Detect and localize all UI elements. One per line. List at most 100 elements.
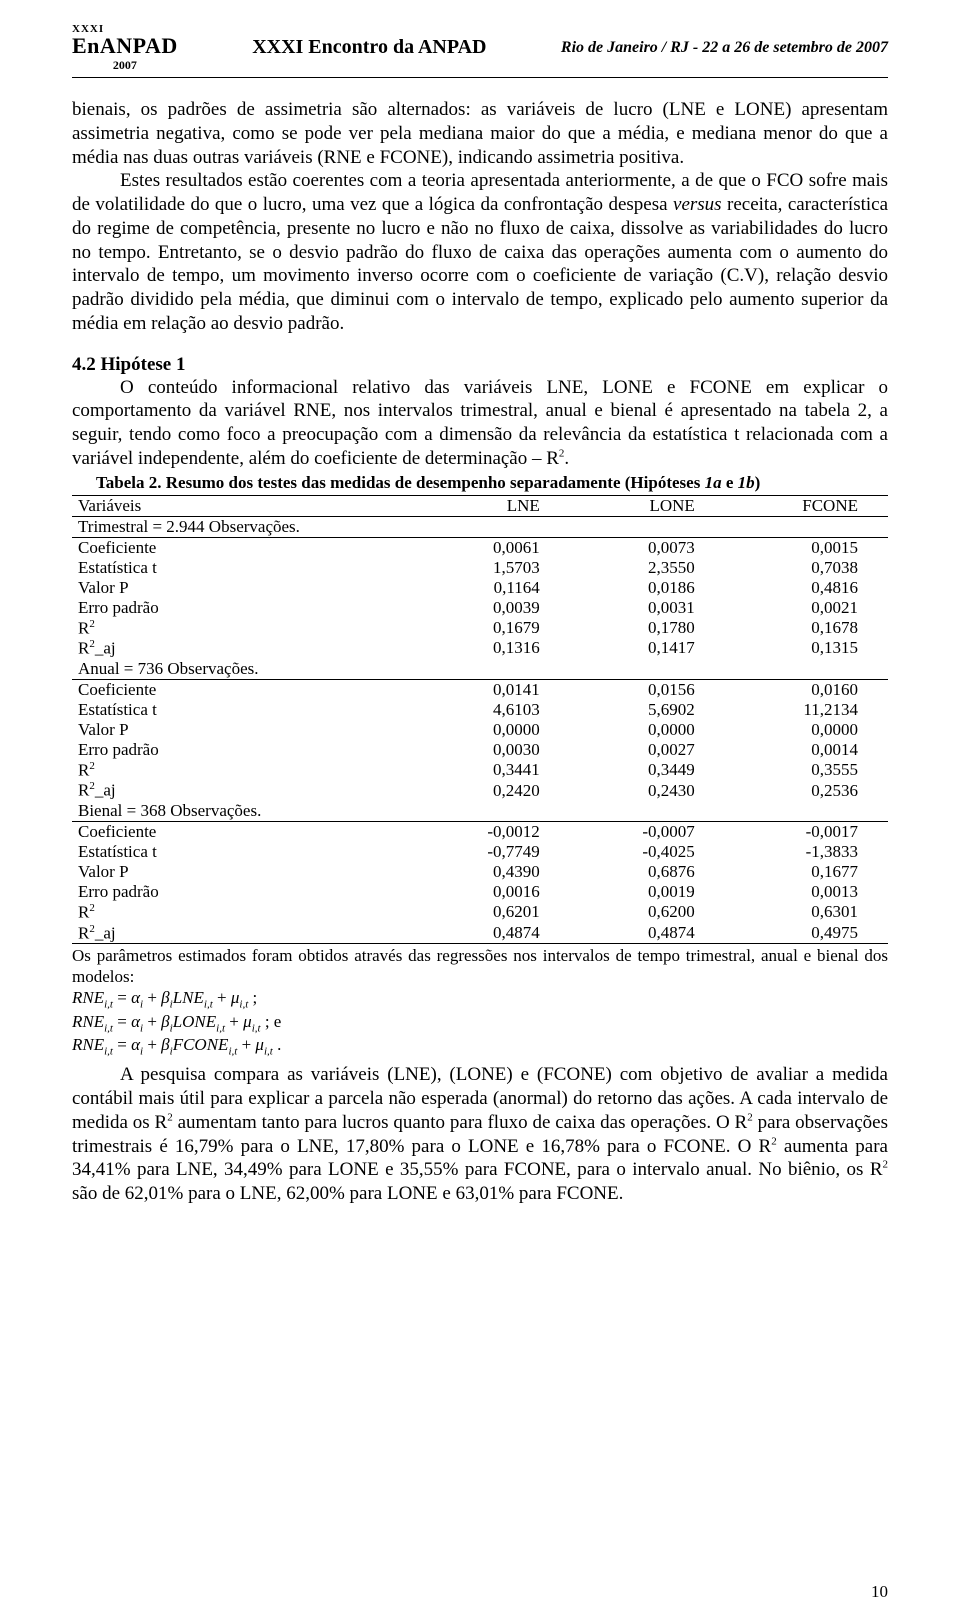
table-body: Trimestral = 2.944 Observações.Coeficien… [72, 516, 888, 944]
page-header: XXXI EnANPAD 2007 XXXI Encontro da ANPAD… [72, 24, 888, 78]
table-cell: 0,0031 [570, 598, 725, 618]
table-cell: 0,0186 [570, 578, 725, 598]
table-footnote: Os parâmetros estimados foram obtidos at… [72, 946, 888, 987]
table-row: R2_aj0,13160,14170,1315 [72, 638, 888, 659]
col-var: Variáveis [72, 495, 415, 516]
table-section-label: Trimestral = 2.944 Observações. [72, 516, 888, 537]
model-equation: RNEi,t = αi + βiLNEi,t + μi,t ; [72, 988, 888, 1010]
table-cell: -0,7749 [415, 842, 570, 862]
row-label: R2 [72, 902, 415, 923]
col-lone: LONE [570, 495, 725, 516]
table-cell: 0,0160 [725, 679, 888, 700]
table-cell: -0,0012 [415, 822, 570, 843]
para4-e: são de 62,01% para o LNE, 62,00% para LO… [72, 1183, 623, 1204]
header-logo: XXXI EnANPAD 2007 [72, 24, 178, 71]
table-cell: 0,1164 [415, 578, 570, 598]
table-cell: 0,0014 [725, 740, 888, 760]
table-section-label: Bienal = 368 Observações. [72, 801, 888, 822]
table-row: Estatística t-0,7749-0,4025-1,3833 [72, 842, 888, 862]
model-equation: RNEi,t = αi + βiLONEi,t + μi,t ; e [72, 1012, 888, 1034]
table-caption-mid: e [722, 473, 738, 492]
table-cell: -0,0017 [725, 822, 888, 843]
table-cell: 0,0000 [570, 720, 725, 740]
table-row: R20,16790,17800,1678 [72, 618, 888, 639]
table-row: Valor P0,00000,00000,0000 [72, 720, 888, 740]
table-cell: 0,2430 [570, 780, 725, 801]
table-cell: 0,0027 [570, 740, 725, 760]
table-cell: 0,4816 [725, 578, 888, 598]
table-cell: 0,1677 [725, 862, 888, 882]
table-row: Coeficiente0,01410,01560,0160 [72, 679, 888, 700]
table-cell: 0,0141 [415, 679, 570, 700]
para2-em: versus [673, 194, 722, 215]
table-section-row: Bienal = 368 Observações. [72, 801, 888, 822]
table-cell: 0,0016 [415, 882, 570, 902]
table-cell: 0,3441 [415, 760, 570, 781]
table-row: Erro padrão0,00300,00270,0014 [72, 740, 888, 760]
table-row: R2_aj0,48740,48740,4975 [72, 923, 888, 944]
para3-b: . [564, 448, 569, 469]
row-label: Estatística t [72, 700, 415, 720]
table-cell: 0,4390 [415, 862, 570, 882]
table-cell: 0,2536 [725, 780, 888, 801]
results-table: Variáveis LNE LONE FCONE Trimestral = 2.… [72, 495, 888, 945]
table-cell: 0,0021 [725, 598, 888, 618]
equation-block: RNEi,t = αi + βiLNEi,t + μi,t ;RNEi,t = … [72, 988, 888, 1057]
col-fcone: FCONE [725, 495, 888, 516]
row-label: R2_aj [72, 923, 415, 944]
section-heading: 4.2 Hipótese 1 [72, 354, 888, 376]
model-equation: RNEi,t = αi + βiFCONEi,t + μi,t . [72, 1035, 888, 1057]
table-row: R2_aj0,24200,24300,2536 [72, 780, 888, 801]
table-cell: 0,0061 [415, 537, 570, 558]
row-label: Estatística t [72, 558, 415, 578]
row-label: Valor P [72, 720, 415, 740]
row-label: Erro padrão [72, 598, 415, 618]
table-header-row: Variáveis LNE LONE FCONE [72, 495, 888, 516]
table-cell: 0,6200 [570, 902, 725, 923]
table-cell: -0,0007 [570, 822, 725, 843]
table-cell: 0,0000 [415, 720, 570, 740]
paragraph-1: bienais, os padrões de assimetria são al… [72, 98, 888, 169]
table-row: Coeficiente0,00610,00730,0015 [72, 537, 888, 558]
table-cell: 0,0156 [570, 679, 725, 700]
table-cell: 2,3550 [570, 558, 725, 578]
logo-year: 2007 [72, 59, 178, 71]
table-cell: 0,0030 [415, 740, 570, 760]
header-venue: Rio de Janeiro / RJ - 22 a 26 de setembr… [561, 39, 888, 57]
table-cell: 4,6103 [415, 700, 570, 720]
table-cell: 0,0019 [570, 882, 725, 902]
table-cell: 11,2134 [725, 700, 888, 720]
table-row: Estatística t1,57032,35500,7038 [72, 558, 888, 578]
table-cell: 0,1780 [570, 618, 725, 639]
table-caption-em2: 1b [738, 473, 755, 492]
row-label: Erro padrão [72, 882, 415, 902]
table-cell: 0,3555 [725, 760, 888, 781]
row-label: R2 [72, 618, 415, 639]
paragraph-3: O conteúdo informacional relativo das va… [72, 376, 888, 471]
table-cell: 0,7038 [725, 558, 888, 578]
table-cell: -0,4025 [570, 842, 725, 862]
table-caption-end: ) [755, 473, 761, 492]
table-section-row: Trimestral = 2.944 Observações. [72, 516, 888, 537]
table-cell: 0,0013 [725, 882, 888, 902]
col-lne: LNE [415, 495, 570, 516]
para3-a: O conteúdo informacional relativo das va… [72, 377, 888, 469]
row-label: R2_aj [72, 638, 415, 659]
table-cell: 5,6902 [570, 700, 725, 720]
table-caption-em1: 1a [705, 473, 722, 492]
row-label: Valor P [72, 578, 415, 598]
table-section-row: Anual = 736 Observações. [72, 659, 888, 680]
table-row: R20,34410,34490,3555 [72, 760, 888, 781]
table-cell: 0,1678 [725, 618, 888, 639]
table-caption-a: Tabela 2. Resumo dos testes das medidas … [96, 473, 705, 492]
table-row: Valor P0,11640,01860,4816 [72, 578, 888, 598]
table-cell: 0,4874 [570, 923, 725, 944]
table-cell: 0,1316 [415, 638, 570, 659]
row-label: Erro padrão [72, 740, 415, 760]
row-label: Coeficiente [72, 537, 415, 558]
table-cell: 0,0073 [570, 537, 725, 558]
table-cell: -1,3833 [725, 842, 888, 862]
page-number: 10 [871, 1582, 888, 1602]
header-title: XXXI Encontro da ANPAD [178, 36, 561, 59]
para4-b: aumentam tanto para lucros quanto para f… [173, 1112, 747, 1133]
